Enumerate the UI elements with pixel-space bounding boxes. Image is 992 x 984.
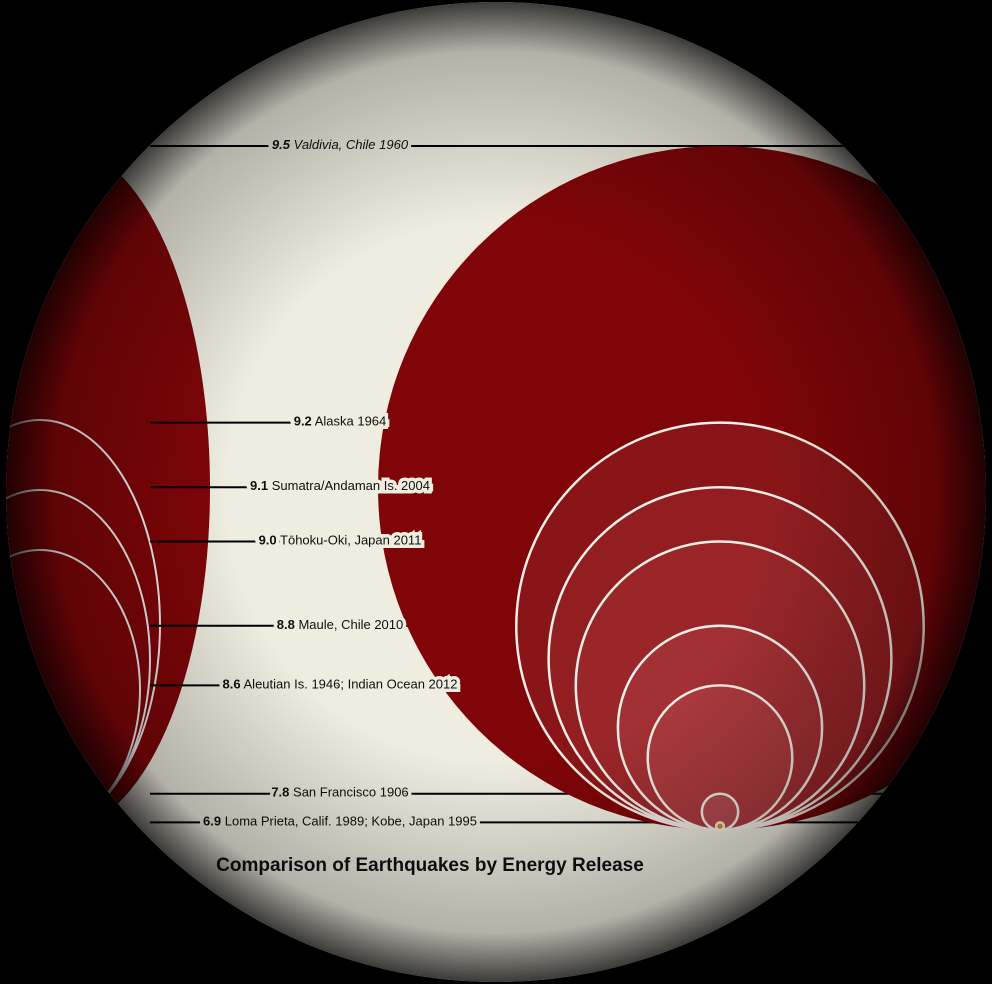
quake-label: 9.0 Tōhoku-Oki, Japan 2011 [259,533,422,548]
magnitude: 8.8 [277,617,295,632]
quake-label: 8.6 Aleutian Is. 1946; Indian Ocean 2012 [223,677,458,692]
quake-label: 7.8 San Francisco 1906 [271,785,408,800]
quake-label: 8.8 Maule, Chile 2010 [277,617,404,632]
quake-label: 9.1 Sumatra/Andaman Is. 2004 [250,479,430,494]
quake-label: 6.9 Loma Prieta, Calif. 1989; Kobe, Japa… [203,814,477,829]
place: Aleutian Is. 1946; Indian Ocean 2012 [244,677,458,692]
chart-title: Comparison of Earthquakes by Energy Rele… [216,855,644,876]
magnitude: 9.1 [250,479,268,494]
magnitude: 7.8 [271,785,289,800]
energy-circle [714,821,726,832]
place: Tōhoku-Oki, Japan 2011 [280,533,421,548]
place: Loma Prieta, Calif. 1989; Kobe, Japan 19… [225,814,477,829]
magnitude: 9.2 [294,414,312,429]
place: Valdivia, Chile 1960 [294,137,409,152]
place: Maule, Chile 2010 [298,617,403,632]
quake-label: 9.2 Alaska 1964 [294,414,387,429]
magnitude: 8.6 [223,677,241,692]
magnitude: 9.5 [272,137,291,152]
place: San Francisco 1906 [293,785,409,800]
magnitude: 6.9 [203,814,221,829]
place: Sumatra/Andaman Is. 2004 [272,479,430,494]
quake-label: 9.5 Valdivia, Chile 1960 [272,137,409,152]
magnitude: 9.0 [259,533,277,548]
place: Alaska 1964 [315,414,387,429]
